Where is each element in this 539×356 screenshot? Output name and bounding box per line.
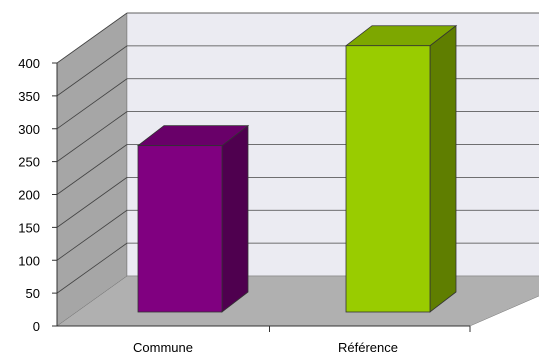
y-tick-label: 0 xyxy=(33,319,40,334)
bar-r-f-rence xyxy=(344,24,458,313)
bar-side xyxy=(429,24,457,313)
y-tick-label: 300 xyxy=(18,122,40,137)
y-tick-label: 200 xyxy=(18,188,40,203)
gridline xyxy=(56,111,539,162)
bar-front xyxy=(137,145,223,313)
bar-side xyxy=(221,124,249,313)
y-tick-label: 350 xyxy=(18,89,40,104)
gridline xyxy=(56,78,539,130)
gridline xyxy=(56,45,539,97)
x-axis-labels: Commune Référence xyxy=(133,340,398,355)
gridline xyxy=(56,12,539,64)
x-category-label: Référence xyxy=(338,340,398,355)
bar-commune xyxy=(136,124,250,313)
x-category-label: Commune xyxy=(133,340,193,355)
bars xyxy=(136,24,458,313)
bar-front xyxy=(345,45,431,313)
y-tick-label: 250 xyxy=(18,155,40,170)
floor xyxy=(56,275,539,327)
y-tick-label: 400 xyxy=(18,56,40,71)
y-tick-label: 150 xyxy=(18,220,40,235)
y-axis-ticks: 0 50 100 150 200 250 300 350 400 xyxy=(18,56,57,334)
y-tick-label: 50 xyxy=(26,286,40,301)
y-tick-label: 100 xyxy=(18,253,40,268)
